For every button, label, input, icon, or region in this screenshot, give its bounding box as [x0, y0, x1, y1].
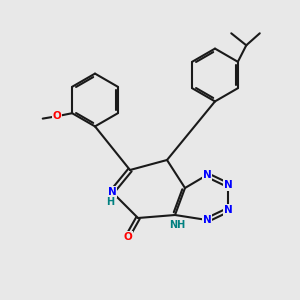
Text: O: O	[123, 232, 132, 242]
Text: O: O	[53, 111, 62, 121]
Text: N: N	[224, 180, 232, 190]
Text: N: N	[108, 187, 116, 197]
Text: N: N	[224, 205, 232, 215]
Text: H: H	[106, 196, 115, 207]
Text: N: N	[202, 170, 211, 180]
Text: NH: NH	[169, 220, 185, 230]
Text: N: N	[202, 215, 211, 225]
